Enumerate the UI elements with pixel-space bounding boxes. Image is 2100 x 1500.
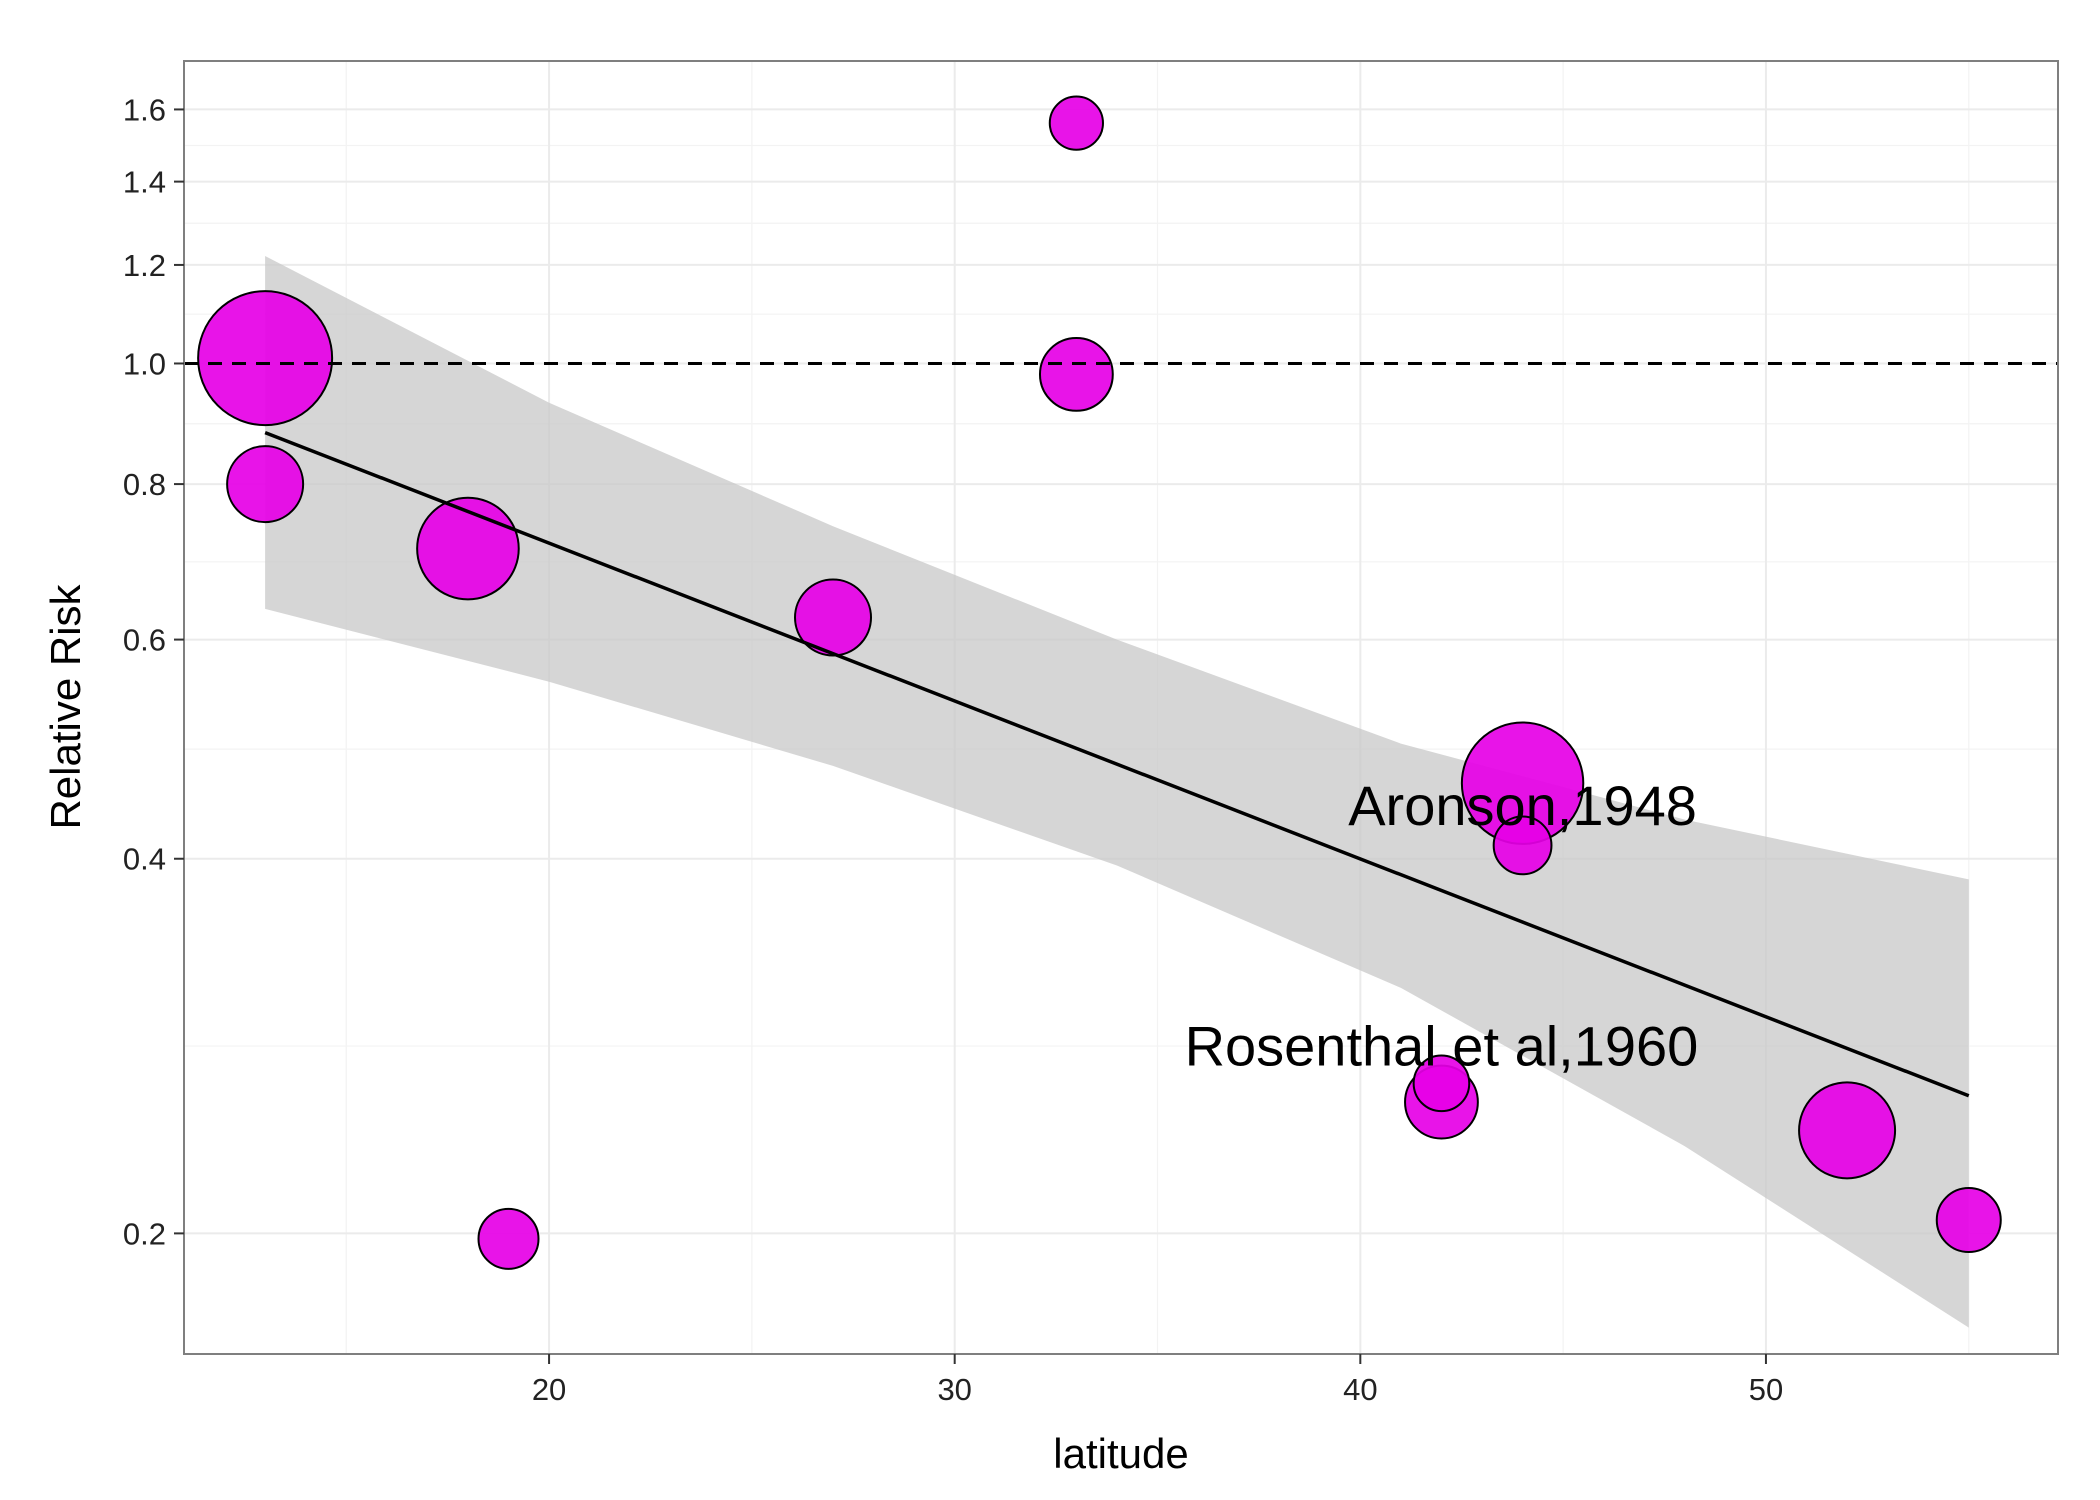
data-point: [1048, 95, 1104, 151]
annotation-label: Rosenthal et al,1960: [1185, 1015, 1699, 1078]
y-tick-label: 1.0: [123, 346, 166, 381]
data-point: [1038, 336, 1114, 412]
data-point: [197, 290, 334, 427]
y-tick-label: 1.2: [123, 248, 166, 283]
data-point: [477, 1207, 540, 1270]
confidence-band-layer: [265, 256, 1969, 1328]
x-tick-label: 40: [1343, 1372, 1377, 1407]
data-point: [1492, 815, 1553, 876]
x-axis-title: latitude: [1053, 1430, 1188, 1477]
x-tick-label: 50: [1749, 1372, 1783, 1407]
annotation-layer: Aronson,1948 Rosenthal et al,1960: [1185, 774, 1699, 1077]
data-point: [1798, 1081, 1897, 1180]
plot-border: [183, 60, 2059, 1355]
y-axis: 0.2 0.4 0.6 0.8 1.0 1.2 1.4 1.6: [123, 92, 184, 1251]
fit-line-layer: [264, 430, 1970, 1098]
x-tick-label: 30: [937, 1372, 971, 1407]
y-tick-label: 1.6: [123, 92, 166, 127]
x-tick-label: 20: [532, 1372, 566, 1407]
y-tick-label: 0.6: [123, 623, 166, 658]
y-tick-label: 0.8: [123, 467, 166, 502]
data-point: [1935, 1187, 2002, 1254]
y-axis-title: Relative Risk: [42, 583, 89, 829]
data-point: [1412, 1054, 1471, 1113]
confidence-band: [265, 256, 1969, 1328]
x-axis: 20 30 40 50: [532, 1354, 1783, 1407]
fit-line: [264, 430, 1970, 1098]
y-tick-label: 0.2: [123, 1216, 166, 1251]
data-point: [794, 578, 873, 657]
y-tick-label: 0.4: [123, 842, 166, 877]
annotation-label: Aronson,1948: [1348, 774, 1697, 837]
data-point: [226, 445, 305, 524]
y-tick-label: 1.4: [123, 165, 166, 200]
